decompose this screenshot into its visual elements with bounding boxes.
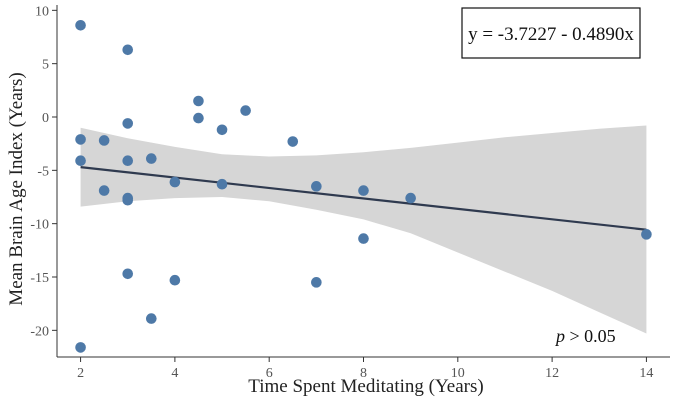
confidence-band-layer <box>80 125 647 334</box>
data-point <box>358 185 369 196</box>
data-point <box>641 229 652 240</box>
y-tick-label: 0 <box>42 111 49 126</box>
data-point <box>122 44 134 56</box>
equation-label: y = -3.7227 - 0.4890x <box>468 24 634 45</box>
p-value-symbol: p <box>554 326 565 346</box>
data-point <box>240 105 251 116</box>
data-point <box>169 176 181 188</box>
data-point <box>193 112 204 124</box>
data-point <box>122 194 134 206</box>
y-tick-label: -10 <box>30 218 49 233</box>
confidence-band <box>80 125 647 334</box>
data-point <box>98 185 110 196</box>
data-point <box>146 313 157 324</box>
y-tick-label: 10 <box>35 4 49 19</box>
y-axis-title: Mean Brain Age Index (Years) <box>6 72 27 305</box>
p-value-comparison: > 0.05 <box>565 326 616 346</box>
data-point <box>287 136 299 147</box>
data-point <box>216 124 228 136</box>
data-point <box>405 192 416 204</box>
y-tick-label: -15 <box>30 271 49 286</box>
equation-box: y = -3.7227 - 0.4890x <box>461 7 641 59</box>
x-axis-title: Time Spent Meditating (Years) <box>248 376 483 397</box>
data-point <box>122 118 134 129</box>
data-point <box>75 155 86 167</box>
equation-box-frame <box>461 7 641 59</box>
data-points-layer <box>75 19 652 353</box>
x-tick-label: 10 <box>451 366 465 381</box>
data-point <box>98 135 110 146</box>
x-tick-label: 6 <box>266 366 273 381</box>
data-point <box>358 233 369 244</box>
data-point <box>122 155 134 167</box>
data-point <box>75 19 86 31</box>
y-tick-label: 5 <box>42 58 49 73</box>
x-tick-label: 14 <box>639 366 653 381</box>
data-point <box>311 277 322 288</box>
x-tick-label: 2 <box>77 366 84 381</box>
data-point <box>311 181 322 192</box>
data-point <box>122 268 134 280</box>
data-point <box>216 178 228 190</box>
data-point <box>169 274 181 286</box>
y-ticks-layer: 10 5 0 -5 -10 -15 -20 <box>30 4 57 339</box>
data-point <box>75 342 86 353</box>
y-tick-label: -20 <box>30 324 49 339</box>
data-point <box>146 153 157 164</box>
x-tick-label: 8 <box>360 366 367 381</box>
data-point <box>193 95 204 107</box>
x-ticks-layer: 2 4 6 8 10 12 14 <box>77 357 653 381</box>
x-tick-label: 12 <box>545 366 559 381</box>
y-tick-label: -5 <box>37 164 49 179</box>
data-point <box>75 134 86 145</box>
p-value-label: p > 0.05 <box>554 326 616 346</box>
x-tick-label: 4 <box>171 366 178 381</box>
